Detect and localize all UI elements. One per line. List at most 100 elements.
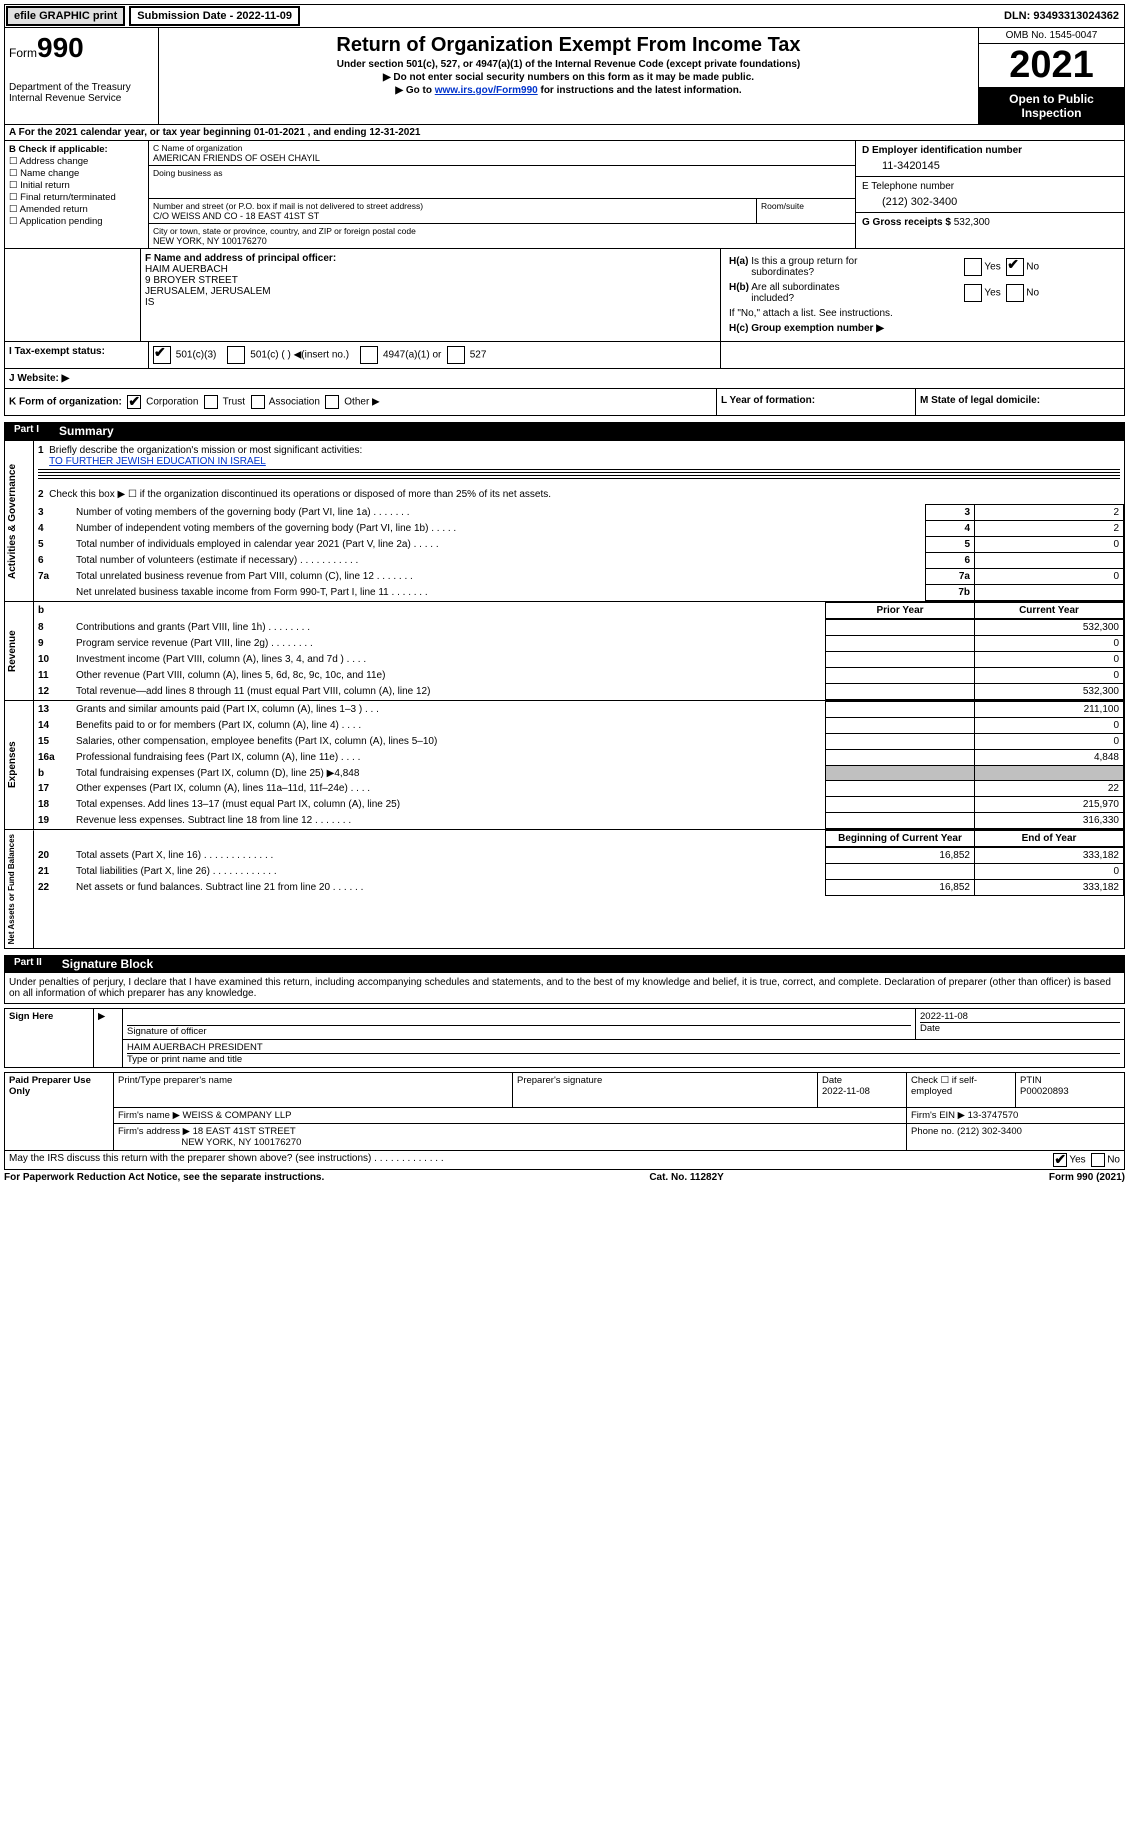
goto-prefix: ▶ Go to (395, 85, 434, 96)
check-final-return[interactable]: ☐ Final return/terminated (9, 192, 144, 203)
m-label: M State of legal domicile: (920, 395, 1040, 406)
gross-value: 532,300 (954, 217, 990, 228)
527-checkbox[interactable] (447, 346, 465, 364)
part1-title: Summary (49, 422, 124, 440)
ha-no-checkbox[interactable] (1006, 258, 1024, 276)
ptin-label: PTIN (1020, 1075, 1042, 1086)
section-bcd: B Check if applicable: ☐ Address change … (4, 141, 1125, 248)
efile-print-button[interactable]: efile GRAPHIC print (6, 6, 125, 26)
footer: For Paperwork Reduction Act Notice, see … (4, 1170, 1125, 1183)
ein-label: D Employer identification number (862, 145, 1022, 156)
assoc-checkbox[interactable] (251, 395, 265, 409)
type-name-label: Type or print name and title (127, 1054, 242, 1065)
form-number: 990 (37, 32, 84, 63)
officer-addr3: IS (145, 297, 154, 308)
side-activities: Activities & Governance (5, 441, 34, 601)
part1-header: Part I Summary (4, 422, 1125, 440)
hb-no-checkbox[interactable] (1006, 284, 1024, 302)
part2-header: Part II Signature Block (4, 955, 1125, 973)
section-h: H(a) Is this a group return for subordin… (720, 249, 1124, 341)
header-left: Form990 Department of the Treasury Inter… (5, 28, 159, 124)
4947-label: 4947(a)(1) or (383, 350, 441, 361)
hb-yes-label: Yes (984, 288, 1000, 299)
city-value: NEW YORK, NY 100176270 (153, 236, 851, 246)
firm-name: WEISS & COMPANY LLP (183, 1110, 292, 1121)
k-label: K Form of organization: (9, 397, 122, 408)
check-name-change[interactable]: ☐ Name change (9, 168, 144, 179)
501c3-label: 501(c)(3) (176, 350, 217, 361)
side-netassets: Net Assets or Fund Balances (5, 830, 34, 948)
ptin-value: P00020893 (1020, 1086, 1069, 1097)
527-label: 527 (470, 350, 487, 361)
phone-value: (212) 302-3400 (862, 192, 1118, 208)
side-revenue: Revenue (5, 602, 34, 700)
sig-officer-label: Signature of officer (127, 1026, 207, 1037)
other-checkbox[interactable] (325, 395, 339, 409)
klm-row: K Form of organization: Corporation Trus… (4, 389, 1125, 416)
hb-no-label: No (1026, 288, 1039, 299)
ein-value: 11-3420145 (862, 156, 1118, 172)
date-label: Date (920, 1023, 940, 1034)
ha-yes-label: Yes (984, 262, 1000, 273)
prep-sig-label: Preparer's signature (517, 1075, 602, 1086)
side-expenses: Expenses (5, 701, 34, 829)
501c-label: 501(c) ( ) ◀(insert no.) (250, 350, 349, 361)
officer-addr2: JERUSALEM, JERUSALEM (145, 286, 271, 297)
discuss-no-checkbox[interactable] (1091, 1153, 1105, 1167)
part2-title: Signature Block (52, 955, 163, 973)
firm-addr1: 18 EAST 41ST STREET (193, 1126, 296, 1137)
suite-label: Room/suite (761, 201, 851, 211)
trust-checkbox[interactable] (204, 395, 218, 409)
section-b: B Check if applicable: ☐ Address change … (5, 141, 149, 248)
form-subtitle: Under section 501(c), 527, or 4947(a)(1)… (163, 59, 974, 70)
4947-checkbox[interactable] (360, 346, 378, 364)
ha-yes-checkbox[interactable] (964, 258, 982, 276)
form-prefix: Form (9, 46, 37, 60)
website-label: J Website: ▶ (9, 373, 69, 384)
tax-status-row: I Tax-exempt status: 501(c)(3) 501(c) ( … (4, 342, 1125, 369)
officer-label: F Name and address of principal officer: (145, 253, 336, 264)
s2-text: Check this box ▶ ☐ if the organization d… (49, 489, 551, 500)
501c3-checkbox[interactable] (153, 346, 171, 364)
header-right: OMB No. 1545-0047 2021 Open to Public In… (978, 28, 1124, 124)
bcy-header: Beginning of Current Year (826, 831, 975, 847)
submission-date: Submission Date - 2022-11-09 (129, 6, 300, 26)
check-address-change[interactable]: ☐ Address change (9, 156, 144, 167)
check-initial-return[interactable]: ☐ Initial return (9, 180, 144, 191)
officer-printed-name: HAIM AUERBACH PRESIDENT (127, 1042, 1120, 1053)
paid-preparer-table: Paid Preparer Use Only Print/Type prepar… (4, 1072, 1125, 1151)
tax-year: 2021 (979, 44, 1124, 88)
street-address: C/O WEISS AND CO - 18 EAST 41ST ST (153, 211, 752, 221)
501c-checkbox[interactable] (227, 346, 245, 364)
corp-checkbox[interactable] (127, 395, 141, 409)
gross-label: G Gross receipts $ (862, 217, 954, 228)
firm-ein: 13-3747570 (968, 1110, 1019, 1121)
form-header: Form990 Department of the Treasury Inter… (4, 28, 1125, 125)
other-label: Other ▶ (344, 397, 379, 408)
penalty-text: Under penalties of perjury, I declare th… (4, 973, 1125, 1004)
paid-prep-label: Paid Preparer Use Only (5, 1073, 114, 1151)
discuss-no-label: No (1107, 1155, 1120, 1166)
s1-label: Briefly describe the organization's miss… (49, 445, 362, 456)
revenue-table: Revenue bPrior YearCurrent Year 8Contrib… (4, 602, 1125, 701)
discuss-yes-checkbox[interactable] (1053, 1153, 1067, 1167)
section-c: C Name of organization AMERICAN FRIENDS … (149, 141, 855, 248)
irs-link[interactable]: www.irs.gov/Form990 (435, 85, 538, 96)
ssn-warning: ▶ Do not enter social security numbers o… (163, 72, 974, 83)
l-label: L Year of formation: (721, 395, 815, 406)
sign-here-label: Sign Here (5, 1009, 94, 1068)
hb-yes-checkbox[interactable] (964, 284, 982, 302)
self-employed-check[interactable]: Check ☐ if self-employed (911, 1075, 977, 1097)
check-amended-return[interactable]: ☐ Amended return (9, 204, 144, 215)
goto-suffix: for instructions and the latest informat… (538, 85, 742, 96)
check-application-pending[interactable]: ☐ Application pending (9, 216, 144, 227)
assoc-label: Association (269, 397, 320, 408)
discuss-yes-label: Yes (1069, 1155, 1085, 1166)
top-bar: efile GRAPHIC print Submission Date - 20… (4, 4, 1125, 28)
firm-ein-label: Firm's EIN ▶ (911, 1110, 965, 1121)
dept-treasury: Department of the Treasury (9, 82, 154, 93)
expenses-table: Expenses 13Grants and similar amounts pa… (4, 701, 1125, 830)
dln-number: DLN: 93493313024362 (1004, 10, 1123, 22)
hb-note: If "No," attach a list. See instructions… (727, 307, 1118, 320)
phone-label: E Telephone number (862, 181, 1118, 192)
